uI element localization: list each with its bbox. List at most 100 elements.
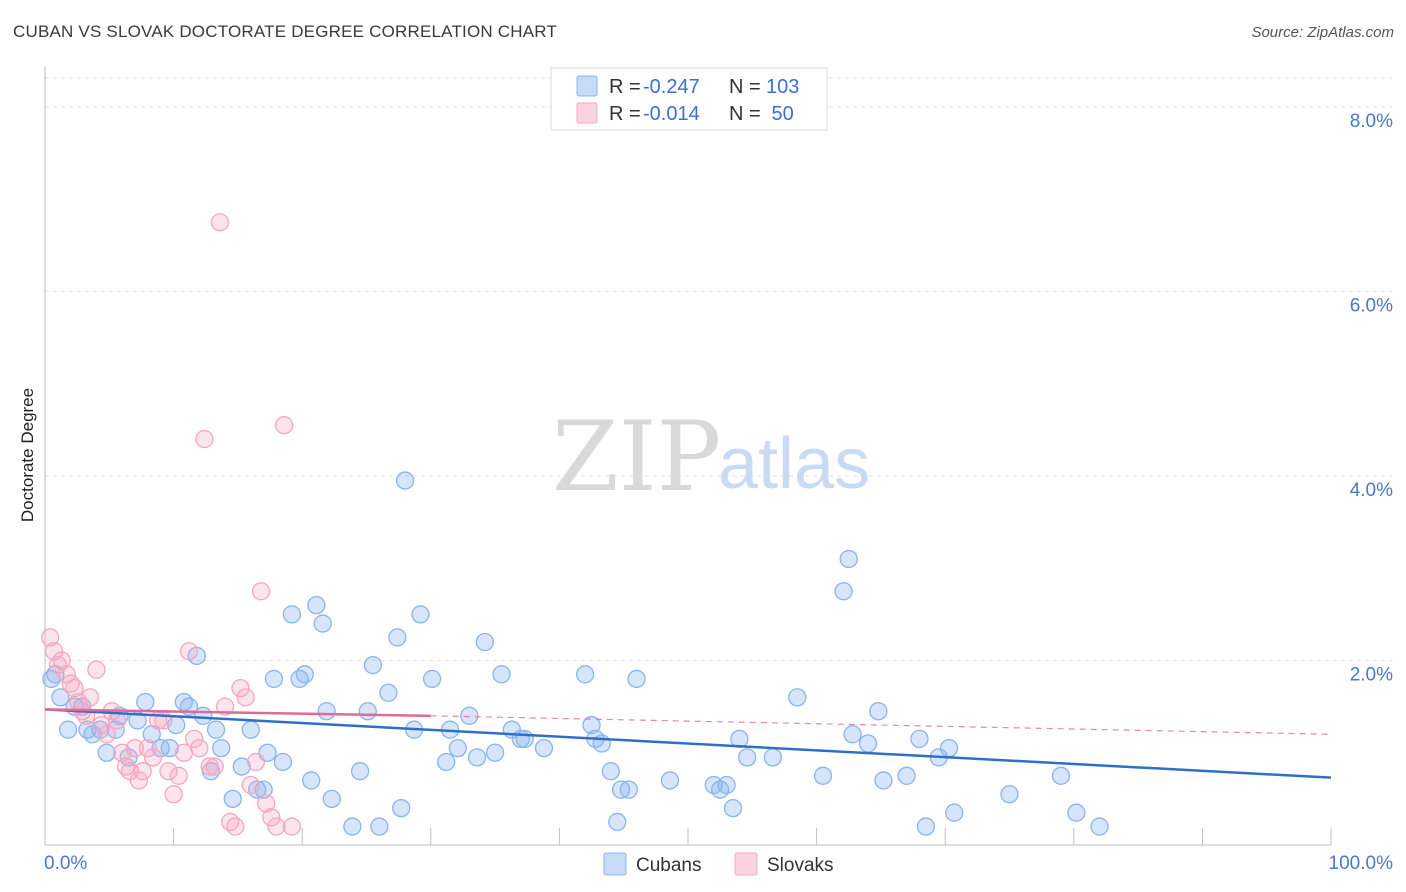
cubans-point xyxy=(945,803,964,822)
x-tick-label: 0.0% xyxy=(44,853,87,874)
slovaks-point xyxy=(143,748,163,767)
cubans-point xyxy=(282,605,302,624)
cubans-point xyxy=(307,595,326,615)
legend-r-label-2: R = xyxy=(609,103,641,125)
legend-n-value-1: 103 xyxy=(766,76,799,98)
cubans-point xyxy=(322,789,341,809)
slovaks-point xyxy=(159,762,178,781)
slovaks-point xyxy=(164,785,183,804)
cubans-point xyxy=(1000,785,1019,804)
slovaks-point xyxy=(57,665,77,684)
slovaks-point xyxy=(52,651,71,670)
slovaks-point xyxy=(257,794,276,813)
legend-n-label-2: N = xyxy=(729,103,761,125)
cubans-point xyxy=(660,771,680,790)
cubans-point xyxy=(916,817,936,836)
cubans-point xyxy=(1067,803,1086,822)
slovaks-point xyxy=(40,628,60,647)
cubans-point xyxy=(302,771,321,790)
cubans-point xyxy=(575,665,595,684)
cubans-point xyxy=(1051,766,1071,785)
cubans-point xyxy=(460,706,479,725)
slovaks-point xyxy=(262,808,281,827)
cubans-point xyxy=(264,669,284,689)
legend-r-value-2: -0.014 xyxy=(643,103,700,125)
cubans-point xyxy=(738,748,757,767)
cubans-point xyxy=(313,614,332,633)
cubans-point xyxy=(295,665,314,684)
cubans-point xyxy=(723,798,743,818)
cubans-point xyxy=(212,738,231,758)
cubans-point xyxy=(422,669,442,689)
cubans-point xyxy=(874,771,893,790)
cubans-point xyxy=(370,817,389,836)
cubans-point xyxy=(395,471,415,490)
cubans-point xyxy=(869,702,888,721)
slovaks-point xyxy=(97,725,116,744)
cubans-point xyxy=(160,738,179,758)
cubans-point xyxy=(601,762,620,781)
slovaks-point xyxy=(267,817,286,836)
slovaks-trend-line xyxy=(44,708,431,718)
cubans-point xyxy=(392,798,411,818)
legend-swatch-cubans xyxy=(576,75,598,97)
slovaks-point xyxy=(282,817,302,836)
bottom-legend-label-slovaks: Slovaks xyxy=(767,855,834,876)
cubans-point xyxy=(582,715,601,735)
cubans-point xyxy=(939,738,959,758)
cubans-point xyxy=(763,748,783,767)
cubans-point xyxy=(358,702,377,721)
slovaks-point xyxy=(241,775,260,795)
cubans-point xyxy=(106,720,125,739)
legend-n-label-1: N = xyxy=(729,76,761,98)
cubans-point xyxy=(350,762,370,781)
slovaks-point xyxy=(179,642,199,661)
cubans-point xyxy=(194,706,213,725)
legend-r-value-1: -0.247 xyxy=(643,76,700,98)
data-points xyxy=(40,213,1109,836)
cubans-point xyxy=(379,683,398,702)
watermark-atlas: atlas xyxy=(718,424,870,504)
source-label: Source: ZipAtlas.com xyxy=(1251,24,1394,41)
cubans-point xyxy=(839,549,858,569)
cubans-point xyxy=(467,748,487,767)
legend-top: R = -0.247 N = 103 R = -0.014 N = 50 xyxy=(550,67,828,131)
bottom-legend-label-cubans: Cubans xyxy=(636,855,702,876)
cubans-point xyxy=(843,725,862,744)
slovaks-point xyxy=(195,429,214,449)
cubans-point xyxy=(1090,817,1109,836)
slovaks-point xyxy=(231,679,250,698)
trend-lines xyxy=(44,708,1332,779)
grid-lines xyxy=(45,77,1392,661)
bottom-legend-swatch-cubans xyxy=(603,852,627,876)
x-tick-label: 100.0% xyxy=(1329,853,1394,874)
cubans-point xyxy=(448,738,467,758)
cubans-point xyxy=(273,752,293,772)
slovaks-point xyxy=(190,738,209,758)
y-tick-label: 6.0% xyxy=(1350,295,1393,316)
cubans-point xyxy=(388,628,407,647)
cubans-point xyxy=(475,632,494,652)
slovaks-point xyxy=(87,660,106,679)
cubans-point xyxy=(627,669,646,689)
cubans-point xyxy=(611,780,631,799)
cubans-point xyxy=(136,692,155,712)
cubans-point xyxy=(788,688,807,707)
legend-n-value-2: 50 xyxy=(766,103,794,125)
slovaks-point xyxy=(65,679,84,698)
slovaks-point xyxy=(129,771,149,790)
y-axis-label: Doctorate Degree xyxy=(18,388,37,522)
legend-r-label-1: R = xyxy=(609,76,641,98)
cubans-point xyxy=(485,743,505,762)
cubans-point xyxy=(834,582,853,601)
watermark: ZIP atlas xyxy=(552,401,870,513)
legend-bottom: Cubans Slovaks xyxy=(603,852,834,876)
cubans-point xyxy=(206,720,226,739)
cubans-trend-line xyxy=(44,708,1332,779)
cubans-point xyxy=(232,757,251,776)
cubans-point xyxy=(608,812,627,832)
cubans-point xyxy=(343,817,362,836)
slovaks-point xyxy=(205,757,224,776)
slovaks-point xyxy=(80,688,100,707)
